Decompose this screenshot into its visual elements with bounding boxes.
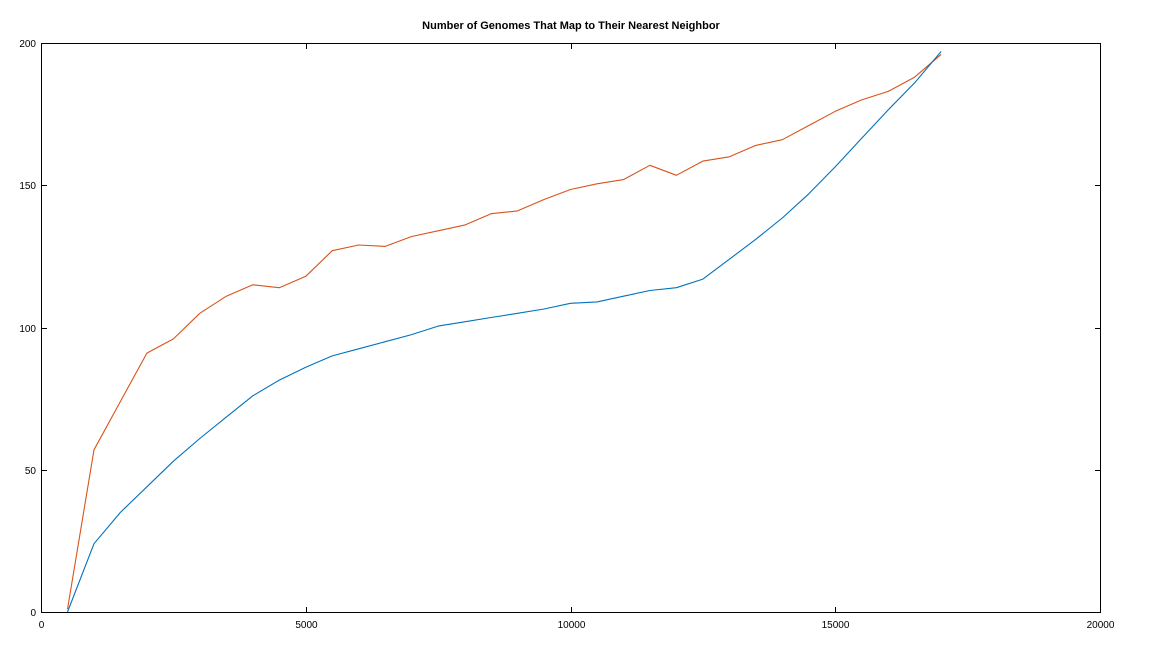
series-lines xyxy=(66,51,942,613)
y-tick-label: 50 xyxy=(25,466,37,477)
x-tick-label: 0 xyxy=(39,620,45,631)
chart-title: Number of Genomes That Map to Their Near… xyxy=(422,20,720,32)
x-tick-label: 15000 xyxy=(822,620,850,631)
y-tick-label: 100 xyxy=(19,324,36,335)
series-line-1 xyxy=(66,53,942,610)
series-line-2 xyxy=(66,51,942,613)
y-tick-label: 200 xyxy=(19,39,36,50)
plot-area-frame xyxy=(41,43,1101,613)
x-tick-label: 10000 xyxy=(558,620,586,631)
y-tick-label: 0 xyxy=(30,608,36,619)
axis-ticks: 0 5000 10000 15000 20000 0 50 100 150 200 xyxy=(19,39,1115,631)
y-tick-label: 150 xyxy=(19,181,36,192)
x-tick-label: 5000 xyxy=(295,620,318,631)
x-tick-label: 20000 xyxy=(1087,620,1115,631)
